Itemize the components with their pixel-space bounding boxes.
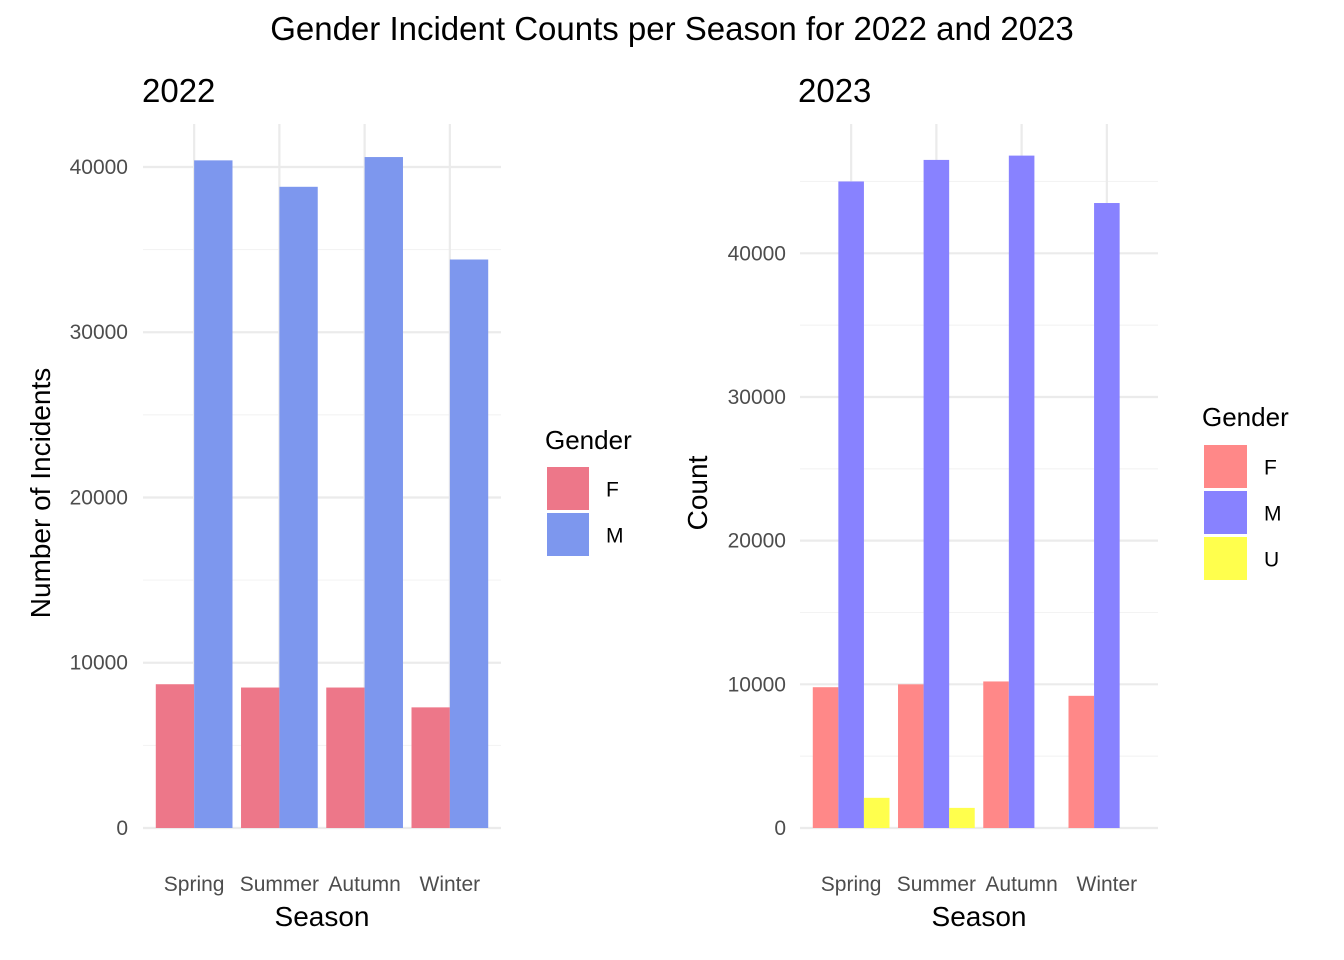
y-tick-label: 40000 <box>70 156 128 179</box>
legend-key-F <box>547 467 589 510</box>
legend-label-U: U <box>1264 549 1279 572</box>
y-tick-label: 20000 <box>728 530 786 553</box>
bar-U-spring <box>863 797 890 828</box>
legend-key-U <box>1204 537 1247 580</box>
bar-M-spring <box>194 160 233 828</box>
bar-M-autumn <box>364 157 403 828</box>
bar-F-autumn <box>983 681 1009 828</box>
bar-F-winter <box>1068 695 1095 828</box>
legend-key-M <box>547 513 589 556</box>
y-tick-label: 10000 <box>728 673 786 696</box>
x-tick-label: Winter <box>1077 873 1138 896</box>
panel-2023: 0 10000 20000 30000 40000 Spring Summer Autumn… <box>682 72 1289 932</box>
y-tick-label: 30000 <box>728 386 786 409</box>
y-tick-label: 0 <box>116 817 128 840</box>
bar-F-summer <box>241 687 280 828</box>
figure-title: Gender Incident Counts per Season for 20… <box>270 10 1074 47</box>
y-tick-label: 20000 <box>70 486 128 509</box>
legend-key-M <box>1204 491 1247 534</box>
bar-F-autumn <box>326 687 365 828</box>
bars-2023 <box>812 155 1120 829</box>
bar-M-autumn <box>1008 155 1035 829</box>
x-tick-labels-2022: Spring Summer Autumn Winter <box>164 873 480 896</box>
x-tick-labels-2023: Spring Summer Autumn Winter <box>821 873 1137 896</box>
y-tick-labels-2023: 0 10000 20000 30000 40000 <box>728 242 786 840</box>
y-axis-label-2023: Count <box>682 455 713 530</box>
legend-title-2023: Gender <box>1202 402 1289 432</box>
panel-2022: 0 10000 20000 30000 40000 Spring Summer Autumn… <box>25 72 632 932</box>
panel-title-2022: 2022 <box>142 72 215 109</box>
bar-F-winter <box>411 707 450 828</box>
legend-2023: Gender FMU <box>1202 402 1289 580</box>
x-tick-label: Winter <box>420 873 481 896</box>
x-axis-label-2023: Season <box>932 901 1027 932</box>
x-tick-label: Autumn <box>328 873 400 896</box>
y-tick-label: 40000 <box>728 242 786 265</box>
legend-label-F: F <box>606 479 619 502</box>
bar-M-summer <box>279 186 318 829</box>
legend-2022: Gender FM <box>545 425 632 556</box>
x-tick-label: Summer <box>897 873 976 896</box>
panel-title-2023: 2023 <box>798 72 871 109</box>
bar-M-spring <box>838 181 864 829</box>
legend-label-M: M <box>1264 503 1282 526</box>
bar-U-summer <box>949 807 975 828</box>
y-tick-label: 30000 <box>70 321 128 344</box>
x-axis-label-2022: Season <box>275 901 370 932</box>
bar-F-spring <box>155 684 195 828</box>
y-tick-label: 0 <box>774 817 786 840</box>
legend-label-M: M <box>606 525 624 548</box>
legend-title-2022: Gender <box>545 425 632 455</box>
x-tick-label: Spring <box>164 873 225 896</box>
x-tick-label: Summer <box>240 873 319 896</box>
x-tick-label: Autumn <box>985 873 1057 896</box>
bars-2022 <box>155 157 489 829</box>
bar-F-summer <box>898 684 924 828</box>
bar-M-winter <box>449 259 489 829</box>
bar-M-winter <box>1094 203 1120 829</box>
legend-key-F <box>1204 445 1247 488</box>
y-tick-label: 10000 <box>70 652 128 675</box>
y-tick-labels-2022: 0 10000 20000 30000 40000 <box>70 156 128 840</box>
x-tick-label: Spring <box>821 873 882 896</box>
bar-F-spring <box>812 687 839 828</box>
y-axis-label-2022: Number of Incidents <box>25 368 56 619</box>
legend-label-F: F <box>1264 457 1277 480</box>
bar-M-summer <box>923 159 950 829</box>
